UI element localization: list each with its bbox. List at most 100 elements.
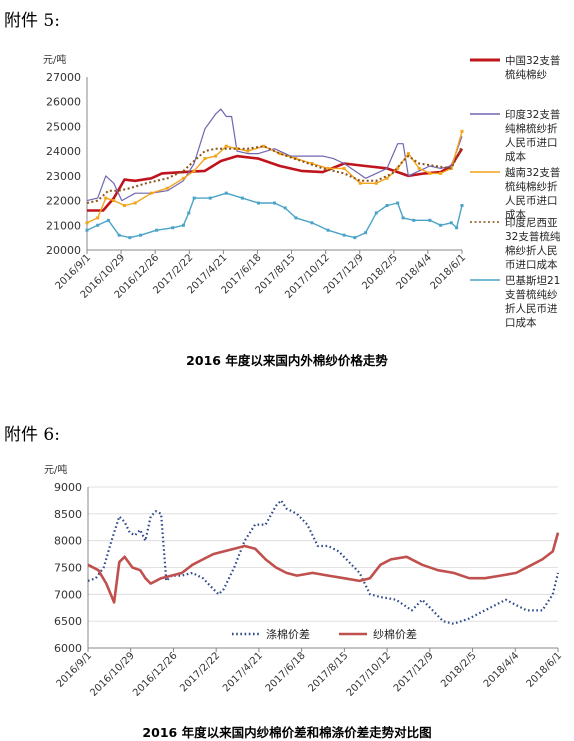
- series-3-point: [460, 129, 464, 133]
- y-tick-label: 7500: [54, 562, 82, 575]
- legend-label-3: 梳纯棉纱折: [505, 180, 558, 193]
- series-line-2: [86, 108, 463, 202]
- y-tick-label: 25000: [46, 120, 81, 133]
- x-tick-label: 2017/6/18: [264, 650, 308, 694]
- y-tick-label: 20000: [46, 244, 81, 257]
- y-tick-label: 6500: [54, 615, 82, 628]
- chart-title: 2016 年度以来国内纱棉价差和棉涤价差走势对比图: [142, 725, 431, 740]
- legend-label-4: 币进口成本: [505, 258, 558, 271]
- y-tick-label: 8000: [54, 535, 82, 548]
- attachment-5-label: 附件 5:: [4, 11, 60, 31]
- legend-label-4: 棉纱折人民: [505, 244, 558, 257]
- legend-label-4: 32支普梳纯: [505, 230, 561, 243]
- series-5-point: [374, 211, 378, 215]
- y-tick-label: 22000: [46, 195, 81, 208]
- series-5-point: [364, 231, 368, 235]
- series-5-point: [187, 211, 191, 215]
- series-5-point: [342, 233, 346, 237]
- series-5-point: [385, 204, 389, 208]
- series-5-point: [310, 221, 314, 225]
- series-3-point: [112, 199, 116, 203]
- series-3-point: [310, 162, 314, 165]
- legend-label-2: 纯棉梳纱折: [505, 122, 558, 135]
- series-3-point: [428, 171, 432, 175]
- series-3-point: [262, 144, 266, 148]
- series-3-point: [326, 166, 330, 170]
- x-tick-label: 2017/10/12: [345, 650, 394, 699]
- series-5-point: [401, 216, 405, 220]
- legend-label-3: 越南32支普: [505, 166, 560, 179]
- series-3-point: [96, 216, 100, 220]
- y-unit-label: 元/吨: [44, 463, 67, 476]
- series-3-point: [85, 221, 89, 225]
- attachment-6-label: 附件 6:: [4, 425, 60, 445]
- price-trend-chart: 27000 26000 25000 24000 23000 22000 21000 20000…: [43, 53, 561, 368]
- spread-trend-chart: 9000850080007500700065006000元/吨2016/9/12…: [44, 463, 565, 740]
- series-3-point: [165, 186, 169, 190]
- x-tick-label: 2018/6/1: [525, 650, 565, 690]
- legend-label-2: 成本: [505, 150, 526, 163]
- y-tick-label: 6000: [54, 642, 82, 655]
- series-5-point: [155, 228, 159, 232]
- legend-label-3: 人民币进口: [505, 195, 558, 207]
- series-3-point: [123, 204, 126, 208]
- series-5-point: [449, 221, 453, 225]
- series-5-point: [181, 223, 185, 227]
- series-line-2: [87, 532, 560, 604]
- series-3-point: [149, 191, 153, 195]
- legend-label-5: 支普梳纯纱: [505, 288, 558, 301]
- series-3-point: [396, 166, 400, 170]
- y-tick-label: 8500: [54, 508, 82, 521]
- series-3-point: [203, 157, 207, 161]
- x-tick-label: 2016/12/26: [131, 650, 180, 699]
- series-5-point: [128, 236, 132, 240]
- series-5-point: [294, 216, 298, 220]
- series-5-point: [117, 233, 121, 237]
- legend-label-4: 印度尼西亚: [505, 216, 558, 229]
- series-3-point: [104, 196, 108, 200]
- series-5-point: [256, 201, 260, 205]
- legend-label-2: 人民币进口: [505, 137, 558, 149]
- x-tick-label: 2017/8/15: [306, 650, 350, 694]
- series-5-point: [283, 206, 287, 210]
- series-3-point: [374, 181, 378, 185]
- series-3-point: [358, 181, 362, 185]
- series-3-point: [214, 154, 218, 158]
- legend-label-1: 中国32支普: [505, 54, 560, 67]
- series-3-point: [278, 152, 282, 156]
- legend-label-5: 巴基斯坦21: [505, 274, 560, 287]
- series-5-point: [428, 218, 432, 222]
- series-5-point: [139, 233, 143, 237]
- legend-label-1: 涤棉价差: [266, 627, 310, 641]
- x-tick-label: 2016/10/29: [88, 650, 137, 699]
- series-line-5: [86, 192, 463, 239]
- series-3-point: [133, 201, 137, 205]
- series-3-point: [449, 166, 453, 170]
- series-5-point: [171, 226, 175, 230]
- series-5-point: [396, 201, 400, 205]
- x-tick-label: 2018/4/4: [482, 650, 522, 690]
- series-3-point: [181, 176, 185, 180]
- legend-label-5: 折人民币进: [505, 302, 558, 315]
- x-tick-label: 2017/12/9: [392, 650, 436, 694]
- series-line-3: [86, 131, 463, 224]
- series-3-point: [235, 147, 239, 151]
- series-3-point: [406, 152, 410, 156]
- chart-title: 2016 年度以来国内外棉纱价格走势: [186, 353, 388, 368]
- y-tick-label: 21000: [46, 219, 81, 232]
- series-5-point: [273, 201, 276, 205]
- x-tick-label: 2016/9/1: [55, 650, 95, 690]
- y-tick-label: 26000: [46, 96, 81, 109]
- series-line-1: [87, 148, 464, 212]
- y-unit-label: 元/吨: [43, 53, 66, 66]
- x-tick-label: 2018/2/5: [360, 252, 400, 292]
- series-5-point: [192, 196, 196, 200]
- y-tick-label: 23000: [46, 170, 81, 183]
- series-5-point: [412, 218, 416, 222]
- legend-label-5: 口成本: [505, 316, 537, 329]
- series-5-point: [106, 218, 110, 222]
- series-5-point: [240, 196, 244, 200]
- series-5-point: [326, 228, 330, 232]
- y-tick-label: 27000: [46, 71, 81, 84]
- y-tick-label: 9000: [54, 481, 82, 494]
